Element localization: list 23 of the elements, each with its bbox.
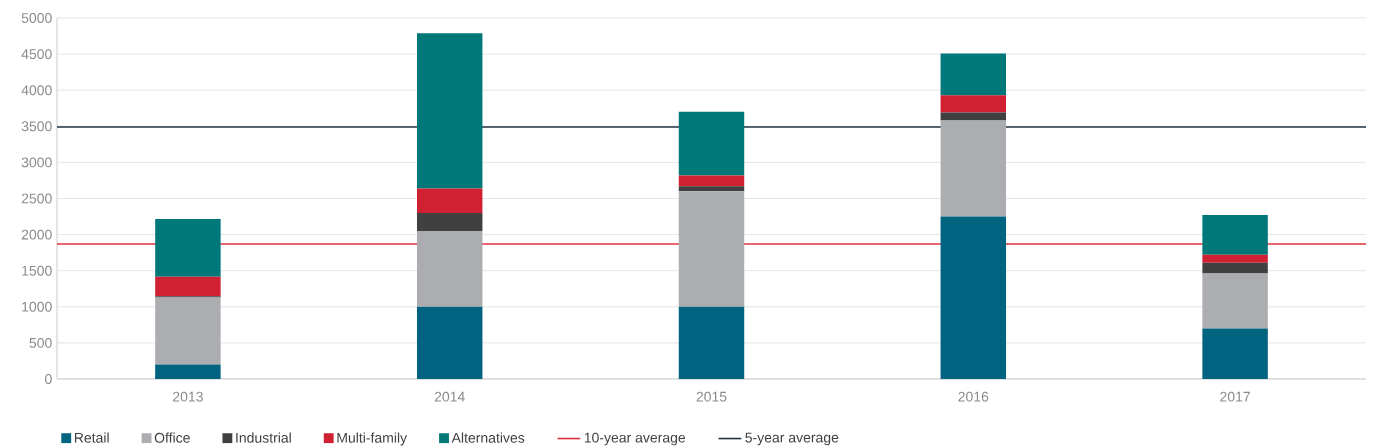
x-tick-label: 2014: [434, 391, 465, 402]
y-tick-label: 500: [29, 337, 52, 348]
y-tick-label: 2000: [21, 229, 52, 240]
y-tick-label: 3000: [21, 157, 52, 168]
legend-label: Multi-family: [337, 432, 408, 446]
legend-label: Alternatives: [451, 432, 525, 443]
x-tick-label: 2013: [173, 391, 203, 402]
y-tick-label: 4000: [21, 85, 52, 96]
x-tick-label: 2015: [696, 391, 727, 402]
legend-label: 10-year average: [584, 432, 686, 446]
y-tick-label: 1500: [22, 265, 52, 276]
y-tick-label: 3500: [21, 121, 52, 132]
legend-label: Industrial: [236, 432, 291, 443]
legend-label: 5-year average: [745, 432, 839, 446]
y-tick-label: 2500: [21, 193, 52, 204]
legend-label: Office: [154, 432, 190, 443]
y-tick-label: 4500: [21, 49, 52, 60]
y-tick-label: 1000: [22, 301, 52, 312]
y-tick-label: 5000: [21, 13, 52, 23]
legend-label: Retail: [74, 432, 109, 443]
y-tick-label: 0: [45, 374, 52, 384]
x-tick-label: 2016: [958, 391, 989, 402]
x-tick-label: 2017: [1220, 391, 1250, 402]
